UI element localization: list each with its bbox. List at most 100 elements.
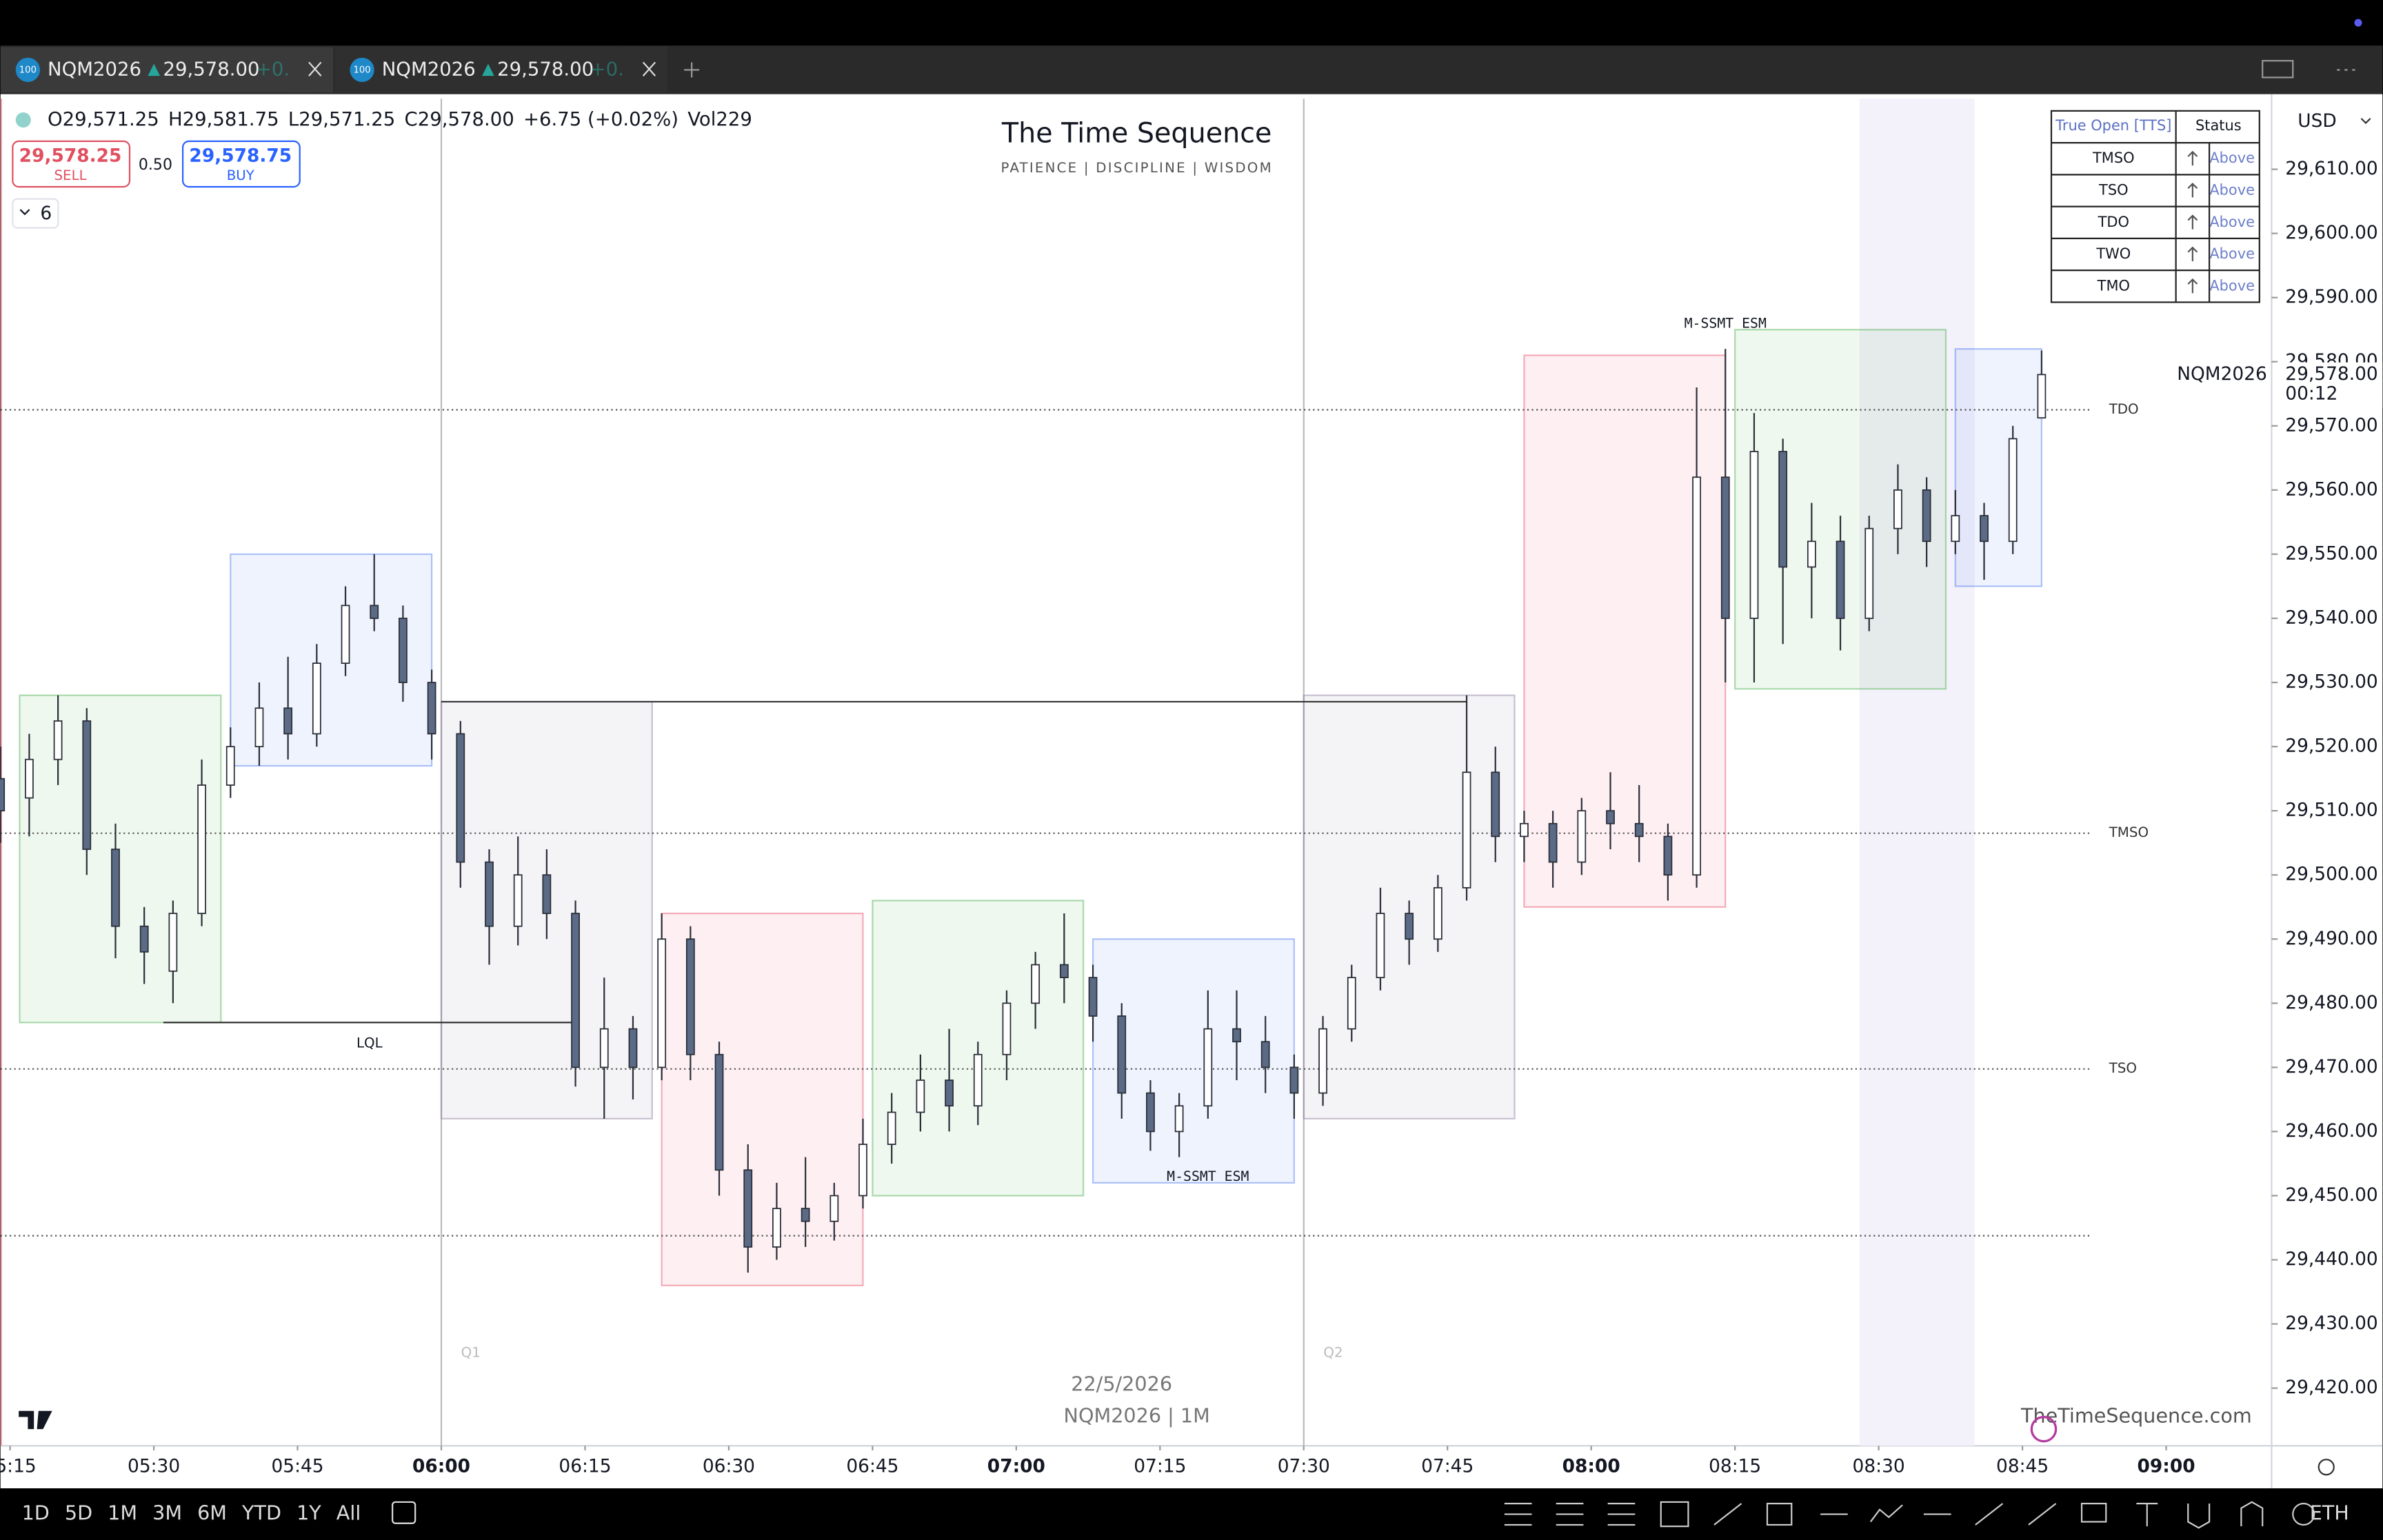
range-button[interactable]: 1Y — [296, 1501, 321, 1525]
footer-symbol: NQM2026 | 1M — [1064, 1404, 1210, 1428]
table-cell: TDO — [2098, 214, 2129, 230]
up-arrow — [2187, 214, 2198, 230]
candle-body — [2008, 438, 2018, 543]
bottom-toolbar — [0, 1488, 2383, 1540]
buy-price: 29,578.75 — [189, 145, 292, 166]
candle-body — [1807, 540, 1816, 568]
range-button[interactable]: 5D — [65, 1501, 92, 1525]
candle-body — [1720, 476, 1730, 619]
candle-body — [916, 1080, 925, 1113]
tab-close[interactable] — [642, 61, 656, 77]
tab-up-triangle — [482, 63, 494, 77]
range-button[interactable]: 1D — [22, 1501, 50, 1525]
drawing-tools — [1504, 1501, 2315, 1529]
candle-body — [1864, 527, 1874, 619]
settings-icon[interactable] — [2317, 1459, 2335, 1476]
x-tick-label: 06:15 — [559, 1456, 611, 1477]
candle-body — [427, 682, 436, 735]
ohlc-value: +6.75 (+0.02%) — [523, 108, 678, 130]
session-label: Q2 — [1323, 1345, 1343, 1361]
ohlc-value: L29,571.25 — [288, 108, 395, 130]
session-toggle[interactable]: ETH — [2310, 1501, 2349, 1525]
currency[interactable]: USD — [2297, 110, 2336, 132]
tab[interactable] — [334, 47, 667, 93]
zone — [1092, 938, 1295, 1184]
candle-body — [82, 720, 92, 850]
candle-body — [1059, 964, 1069, 978]
buy-label: BUY — [227, 168, 255, 183]
x-tick-label: 05:15 — [0, 1456, 37, 1477]
indicators-toggle[interactable] — [12, 198, 59, 229]
plot: Q1 Q2 TDO TMSO TSO LQL M-SSMT ESM M-SSMT ESM 29,… — [0, 99, 2383, 1477]
candle-body — [945, 1080, 954, 1107]
y-tick-label: 29,460.00 — [2285, 1120, 2377, 1142]
candle-body — [1203, 1028, 1213, 1107]
y-tick-label: 29,420.00 — [2285, 1377, 2377, 1398]
candle-body — [1376, 913, 1385, 978]
range-button[interactable]: 1M — [108, 1501, 137, 1525]
y-tick-label: 29,530.00 — [2285, 671, 2377, 693]
x-tick-label: 08:45 — [1996, 1456, 2049, 1477]
ohlc-value: O29,571.25 — [48, 108, 159, 130]
candle-body — [1462, 771, 1471, 889]
level-label: TDO — [2109, 401, 2139, 417]
candle-body — [25, 758, 34, 799]
candle-body — [1692, 476, 1701, 876]
buy-button[interactable] — [182, 140, 301, 188]
x-tick-label: 08:30 — [1853, 1456, 1905, 1477]
table-header: True Open [TTS] — [2055, 117, 2171, 134]
table-cell: TSO — [2098, 181, 2129, 198]
up-arrow — [2187, 150, 2198, 166]
candle-body — [2037, 374, 2047, 419]
chart-area — [0, 94, 2383, 1489]
table-cell: TWO — [2095, 245, 2131, 262]
candle-body — [1174, 1105, 1184, 1133]
candle-body — [1951, 515, 1960, 543]
sell-label: SELL — [54, 168, 86, 183]
site-icon — [2030, 1415, 2058, 1443]
candle-body — [53, 720, 63, 760]
candle-body — [1606, 810, 1615, 824]
goto-date-icon[interactable] — [392, 1501, 416, 1524]
status-bar — [0, 0, 2383, 46]
candle-body — [1520, 822, 1529, 838]
y-tick-label: 29,470.00 — [2285, 1056, 2377, 1077]
candle-body — [599, 1028, 609, 1068]
y-tick-label: 29,490.00 — [2285, 928, 2377, 949]
zone — [661, 912, 864, 1286]
tab-badge-text: 100 — [19, 65, 37, 75]
sell-price: 29,578.25 — [19, 145, 122, 166]
candle-body — [283, 707, 293, 735]
indicators-count: 6 — [40, 203, 52, 224]
y-tick-label: 29,500.00 — [2285, 864, 2377, 885]
level-label: TMSO — [2109, 824, 2149, 840]
tab-close[interactable] — [308, 61, 322, 77]
range-button[interactable]: All — [336, 1501, 361, 1525]
up-arrow — [2187, 278, 2198, 294]
candle-body — [1260, 1041, 1270, 1068]
range-button[interactable]: 3M — [152, 1501, 182, 1525]
sell-button[interactable] — [12, 140, 131, 188]
candle-body — [1289, 1066, 1299, 1094]
y-tick-label: 29,560.00 — [2285, 478, 2377, 500]
candle-body — [341, 605, 350, 664]
candle-body — [1433, 886, 1442, 940]
tv-logo — [19, 1410, 52, 1430]
candle-body — [1031, 964, 1040, 1004]
candle-body — [571, 913, 580, 1068]
ray-label: LQL — [356, 1035, 383, 1051]
tab-fade — [623, 47, 642, 93]
ohlc-value: Vol229 — [687, 108, 752, 130]
x-tick-label: 09:00 — [2138, 1456, 2195, 1477]
candle-body — [197, 784, 206, 914]
candle-body — [1749, 451, 1759, 619]
range-button[interactable]: YTD — [241, 1501, 281, 1525]
tab[interactable] — [0, 47, 334, 93]
candle-body — [685, 938, 695, 1055]
candle-body — [111, 849, 120, 927]
y-tick-label: 29,550.00 — [2285, 543, 2377, 564]
candle-body — [772, 1208, 781, 1248]
table-cell: Above — [2209, 214, 2255, 230]
range-button[interactable]: 6M — [197, 1501, 227, 1525]
